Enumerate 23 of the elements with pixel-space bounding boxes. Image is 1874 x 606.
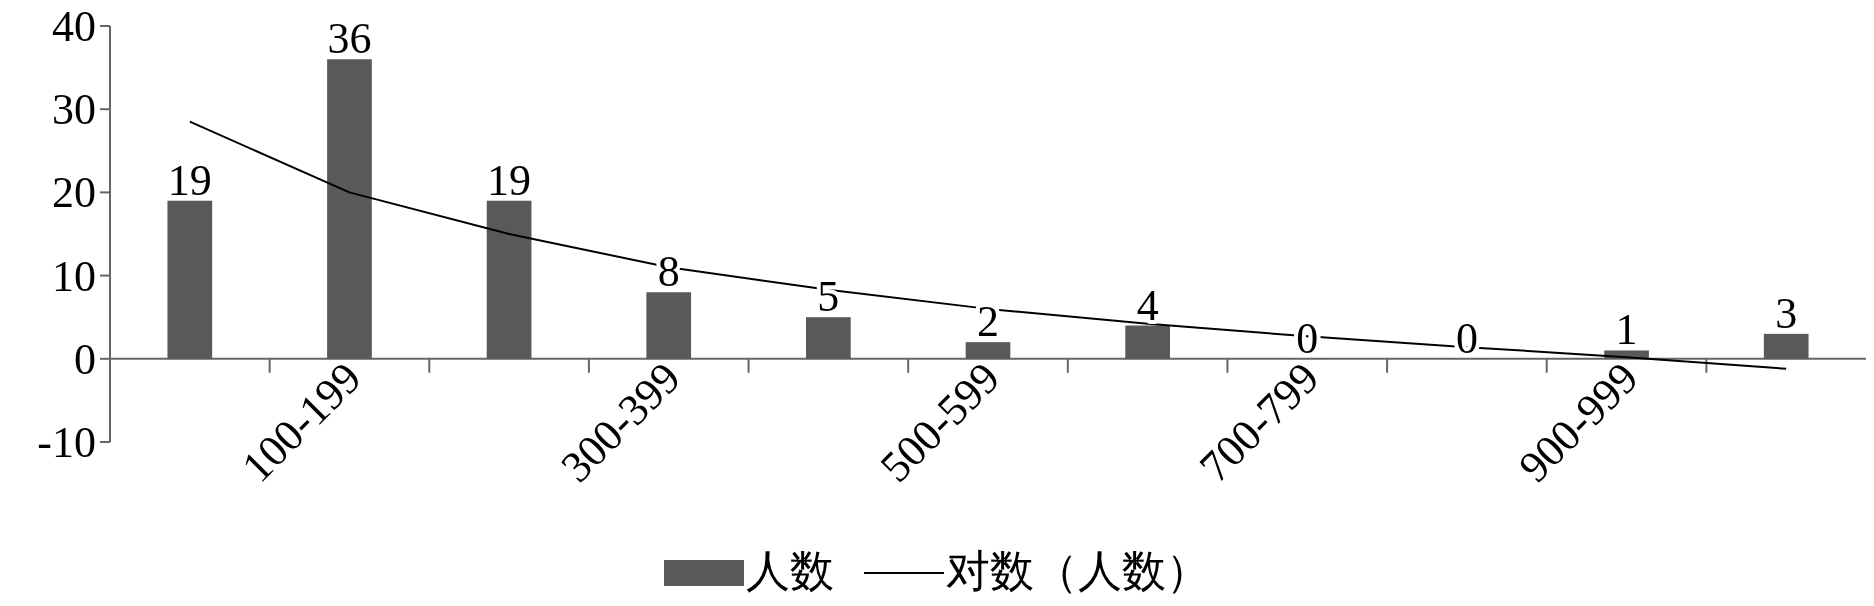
bar	[1763, 333, 1809, 359]
bar	[1125, 325, 1170, 359]
legend-label: 人数	[746, 545, 834, 596]
y-tick-label: 10	[52, 251, 96, 301]
bar	[806, 317, 851, 359]
y-tick-label: 40	[52, 2, 96, 51]
data-label: 3	[1775, 288, 1798, 338]
bar	[965, 342, 1011, 359]
data-label: 2	[977, 297, 999, 347]
legend-label: 对数（人数）	[946, 545, 1210, 596]
data-label: 4	[1136, 280, 1159, 330]
bar	[327, 59, 372, 359]
data-label: 36	[327, 14, 372, 64]
data-label: 1	[1615, 305, 1638, 355]
bar	[646, 292, 692, 359]
y-tick-label: -10	[37, 418, 96, 467]
bar	[486, 200, 532, 359]
bar	[167, 200, 213, 359]
data-label: 19	[167, 155, 212, 205]
y-tick-label: 30	[52, 85, 96, 135]
y-tick-label: 0	[74, 334, 96, 384]
y-tick-label: 20	[52, 168, 96, 218]
data-label: 19	[487, 155, 532, 205]
